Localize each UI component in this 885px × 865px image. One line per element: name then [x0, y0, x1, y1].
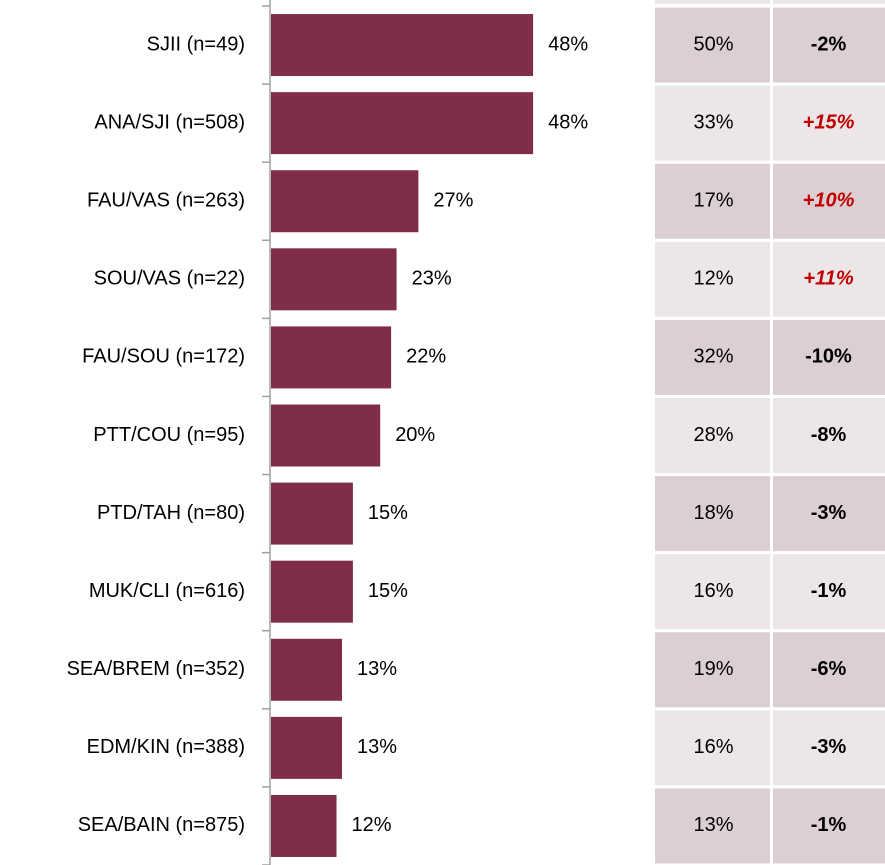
change-value: -2% — [811, 33, 847, 55]
previous-value: 28% — [693, 424, 733, 446]
category-label: MUK/CLI (n=616) — [89, 580, 245, 602]
data-label: 22% — [406, 346, 446, 368]
bar — [271, 638, 342, 701]
table-header-edge — [773, 0, 885, 4]
bar — [271, 404, 381, 467]
table-cell — [655, 7, 770, 83]
data-label: 48% — [548, 33, 588, 55]
table-cell — [773, 241, 885, 317]
change-value: +11% — [803, 268, 853, 290]
bar — [271, 248, 397, 311]
data-label: 27% — [433, 190, 473, 212]
category-label: SEA/BAIN (n=875) — [78, 814, 245, 836]
data-label: 12% — [352, 814, 392, 836]
bar — [271, 482, 353, 545]
previous-value: 16% — [693, 736, 733, 758]
previous-value: 13% — [693, 814, 733, 836]
table-cell — [655, 554, 770, 630]
table-cell — [773, 319, 885, 395]
table-cell — [773, 710, 885, 786]
category-label: PTT/COU (n=95) — [93, 424, 245, 446]
category-label: SEA/BREM (n=352) — [67, 658, 245, 680]
change-value: -1% — [811, 814, 847, 836]
category-label: SOU/VAS (n=22) — [94, 268, 245, 290]
change-value: -6% — [811, 658, 847, 680]
table-cell — [773, 788, 885, 864]
category-label: FAU/VAS (n=263) — [87, 190, 245, 212]
bar — [271, 170, 419, 233]
data-label: 15% — [368, 502, 408, 524]
table-header-edge — [655, 0, 770, 4]
data-label: 20% — [395, 424, 435, 446]
change-value: +10% — [803, 190, 855, 212]
change-value: -8% — [811, 424, 847, 446]
bar — [271, 794, 337, 857]
bar — [271, 14, 534, 77]
category-label: ANA/SJI (n=508) — [94, 111, 245, 133]
data-label: 15% — [368, 580, 408, 602]
category-label: EDM/KIN (n=388) — [87, 736, 245, 758]
table-cell — [655, 476, 770, 552]
table-cell — [655, 319, 770, 395]
previous-value: 32% — [693, 346, 733, 368]
previous-value: 17% — [693, 190, 733, 212]
table-cell — [773, 632, 885, 708]
data-label: 23% — [412, 268, 452, 290]
table-cell — [655, 241, 770, 317]
previous-value: 18% — [693, 502, 733, 524]
table-cell — [773, 476, 885, 552]
table-cell — [773, 85, 885, 161]
table-cell — [773, 163, 885, 239]
table-cell — [655, 85, 770, 161]
category-label: SJII (n=49) — [147, 33, 245, 55]
table-cell — [655, 710, 770, 786]
table-cell — [655, 163, 770, 239]
change-value: -10% — [805, 346, 852, 368]
category-label: FAU/SOU (n=172) — [82, 346, 245, 368]
previous-value: 33% — [693, 111, 733, 133]
data-label: 48% — [548, 111, 588, 133]
bar — [271, 92, 534, 155]
previous-value: 12% — [693, 268, 733, 290]
bar — [271, 326, 392, 389]
table-cell — [773, 7, 885, 83]
table-cell — [655, 788, 770, 864]
table-cell — [655, 398, 770, 473]
bar — [271, 716, 342, 779]
category-label: PTD/TAH (n=80) — [97, 502, 245, 524]
previous-value: 16% — [693, 580, 733, 602]
data-label: 13% — [357, 736, 397, 758]
previous-value: 19% — [693, 658, 733, 680]
change-value: -3% — [811, 502, 847, 524]
table-cell — [773, 554, 885, 630]
data-label: 13% — [357, 658, 397, 680]
change-value: +15% — [803, 111, 855, 133]
change-value: -1% — [811, 580, 847, 602]
bar — [271, 560, 353, 623]
previous-value: 50% — [693, 33, 733, 55]
table-cell — [773, 398, 885, 473]
change-value: -3% — [811, 736, 847, 758]
table-cell — [655, 632, 770, 708]
